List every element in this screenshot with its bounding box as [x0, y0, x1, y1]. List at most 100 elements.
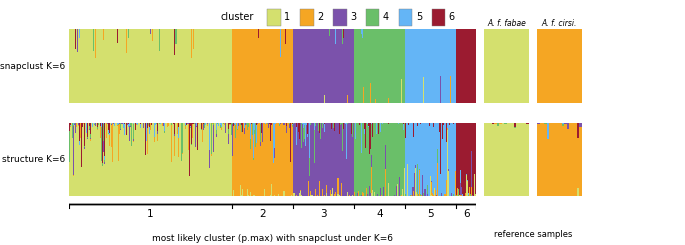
Bar — [426, 29, 427, 103]
Bar — [102, 29, 103, 103]
Bar — [114, 122, 115, 123]
Bar — [187, 29, 188, 103]
Bar — [395, 123, 397, 186]
Bar — [229, 124, 231, 125]
Bar — [365, 122, 366, 147]
Bar — [436, 122, 437, 123]
Bar — [314, 29, 315, 103]
Bar — [336, 122, 338, 123]
Bar — [300, 122, 301, 123]
Bar — [408, 29, 409, 103]
Bar — [299, 139, 300, 193]
Bar — [149, 122, 150, 127]
Bar — [361, 34, 362, 103]
Bar — [545, 29, 547, 103]
Bar — [132, 29, 133, 103]
Bar — [489, 29, 492, 103]
Bar — [136, 122, 137, 123]
Bar — [271, 29, 273, 103]
Bar — [369, 186, 370, 196]
Bar — [367, 123, 368, 194]
Bar — [68, 162, 69, 196]
Bar — [425, 122, 426, 189]
Bar — [117, 29, 119, 43]
Bar — [346, 159, 347, 196]
Bar — [424, 29, 425, 103]
Bar — [447, 122, 449, 170]
Bar — [256, 29, 257, 103]
Bar — [88, 29, 89, 103]
Bar — [250, 149, 251, 192]
Bar — [167, 127, 169, 196]
Bar — [187, 123, 188, 124]
Bar — [421, 29, 422, 103]
Bar — [276, 123, 277, 196]
Bar — [216, 130, 217, 134]
Bar — [330, 122, 332, 123]
Bar — [184, 123, 185, 196]
Bar — [82, 122, 83, 127]
Bar — [129, 127, 131, 196]
Bar — [211, 29, 212, 103]
Bar — [323, 123, 324, 124]
Bar — [501, 122, 504, 196]
Bar — [229, 29, 231, 103]
Bar — [390, 122, 392, 123]
Bar — [154, 29, 155, 103]
Bar — [84, 147, 85, 148]
Bar — [484, 122, 487, 123]
Bar — [453, 122, 455, 196]
Bar — [277, 29, 278, 103]
Bar — [352, 123, 353, 137]
Bar — [430, 29, 432, 103]
Bar — [199, 122, 200, 196]
Bar — [497, 122, 499, 126]
Bar — [418, 29, 419, 103]
Bar — [419, 29, 420, 103]
Bar — [91, 29, 92, 103]
Bar — [360, 122, 361, 196]
Bar — [169, 29, 171, 103]
Bar — [301, 123, 302, 148]
Bar — [371, 29, 372, 103]
Bar — [458, 29, 459, 103]
Bar — [279, 126, 280, 196]
Bar — [225, 122, 227, 133]
Bar — [215, 122, 216, 123]
Bar — [310, 195, 311, 196]
Bar — [116, 29, 117, 103]
Bar — [411, 29, 412, 103]
Bar — [175, 123, 177, 196]
Bar — [292, 123, 294, 124]
Bar — [423, 77, 424, 103]
Bar — [376, 134, 377, 196]
Bar — [169, 123, 171, 196]
Bar — [349, 29, 350, 103]
Bar — [190, 122, 192, 144]
Bar — [509, 122, 512, 196]
Bar — [359, 125, 360, 196]
Bar — [393, 29, 394, 103]
Bar — [471, 29, 472, 103]
Bar — [194, 122, 195, 123]
Bar — [232, 126, 234, 190]
Bar — [504, 29, 506, 103]
Bar — [244, 122, 245, 128]
Bar — [137, 125, 138, 196]
Bar — [155, 125, 156, 196]
Bar — [466, 29, 467, 103]
Bar — [456, 122, 457, 195]
Bar — [338, 122, 340, 134]
Bar — [179, 123, 181, 196]
Bar — [347, 124, 348, 192]
Bar — [316, 29, 317, 103]
Bar — [306, 29, 307, 103]
Bar — [309, 176, 310, 196]
Bar — [260, 124, 261, 142]
Bar — [472, 29, 473, 103]
Bar — [397, 124, 399, 196]
Bar — [264, 123, 265, 189]
Bar — [274, 158, 275, 195]
Bar — [355, 29, 356, 103]
Bar — [423, 29, 424, 77]
